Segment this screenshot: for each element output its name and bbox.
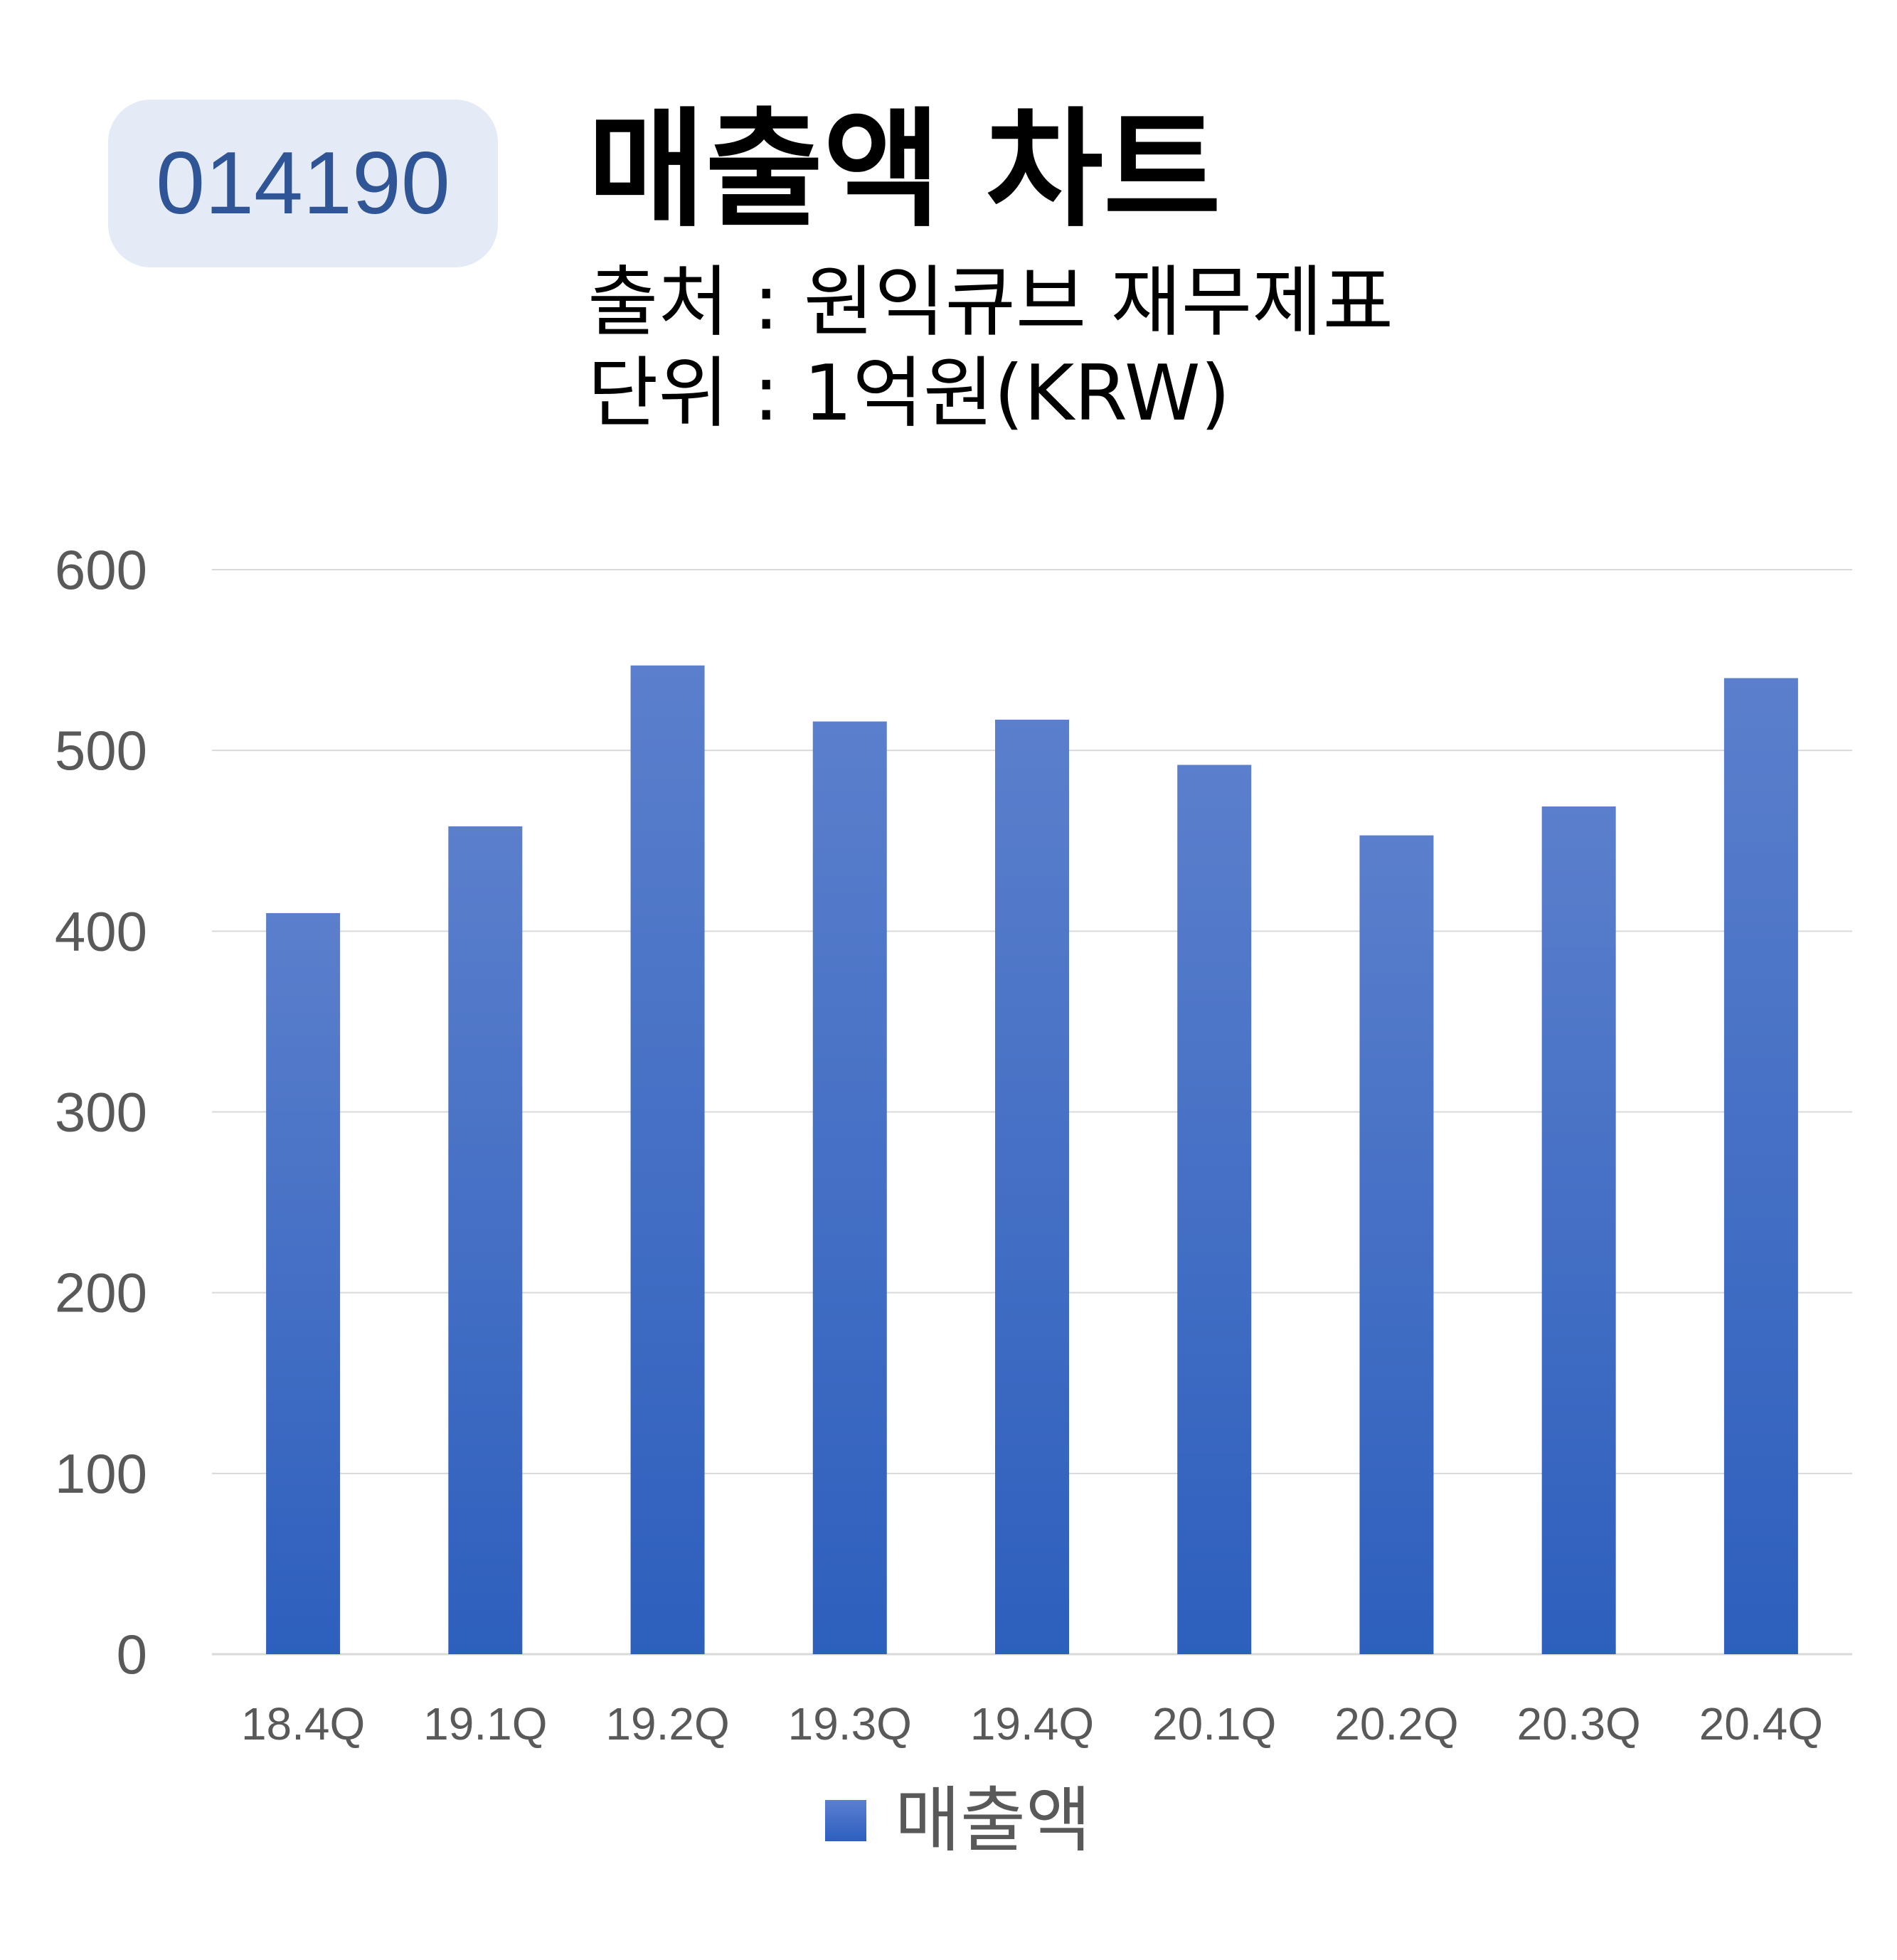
x-tick-label: 18.4Q (241, 1698, 365, 1749)
x-tick-label: 19.1Q (423, 1698, 547, 1749)
y-tick-label: 400 (55, 900, 147, 962)
bar-19.4Q (995, 719, 1069, 1655)
x-tick-label: 19.3Q (788, 1698, 912, 1749)
bar-19.2Q (630, 665, 705, 1655)
x-tick-label: 20.4Q (1699, 1698, 1823, 1749)
unit-text: 단위 : 1억원(KRW) (588, 349, 1231, 438)
y-tick-label: 600 (55, 538, 147, 601)
bar-19.3Q (812, 721, 887, 1654)
x-tick-label: 20.3Q (1516, 1698, 1640, 1749)
y-tick-label: 0 (117, 1623, 147, 1685)
legend: 매출액 (825, 1781, 1091, 1860)
x-tick-label: 19.4Q (970, 1698, 1094, 1749)
y-tick-label: 300 (55, 1081, 147, 1144)
x-tick-label: 19.2Q (605, 1698, 729, 1749)
legend-swatch (825, 1800, 866, 1841)
y-tick-label: 500 (55, 719, 147, 782)
page-title: 매출액 차트 (588, 96, 1221, 245)
bar-18.4Q (266, 912, 341, 1654)
x-axis-ticks: 18.4Q 19.1Q 19.2Q 19.3Q 19.4Q 20.1Q 20.2Q 20.3Q… (241, 1698, 1823, 1749)
bar-20.2Q (1359, 835, 1434, 1654)
source-text: 출처 : 원익큐브 재무제표 (588, 258, 1393, 347)
bar-19.1Q (448, 826, 523, 1654)
legend-label: 매출액 (895, 1779, 1091, 1862)
y-axis-ticks: 0 100 200 300 400 500 600 (55, 538, 147, 1685)
x-tick-label: 20.1Q (1152, 1698, 1276, 1749)
stock-code: 014190 (156, 134, 450, 233)
y-tick-label: 200 (55, 1262, 147, 1324)
bar-20.4Q (1723, 678, 1798, 1654)
bar-20.1Q (1177, 765, 1252, 1654)
x-tick-label: 20.2Q (1334, 1698, 1458, 1749)
bars (266, 665, 1798, 1655)
bar-20.3Q (1541, 806, 1616, 1654)
stock-code-badge: 014190 (108, 100, 498, 267)
y-tick-label: 100 (55, 1442, 147, 1505)
